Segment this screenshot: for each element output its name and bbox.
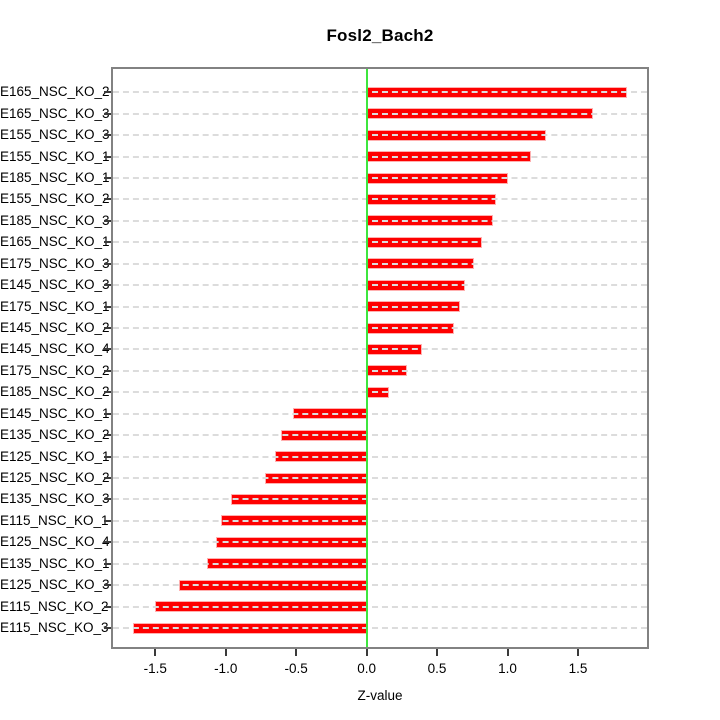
- grid-line: [113, 541, 647, 544]
- y-tick: [104, 134, 111, 137]
- y-axis-label: E155_NSC_KO_1: [0, 148, 110, 164]
- y-tick: [104, 262, 111, 265]
- y-tick: [104, 455, 111, 458]
- x-tick: [365, 649, 368, 656]
- grid-line: [113, 219, 647, 222]
- x-tick-label: 0.0: [357, 661, 376, 676]
- grid-line: [113, 605, 647, 608]
- y-axis-label: E185_NSC_KO_2: [0, 384, 110, 400]
- x-tick-label: -1.5: [143, 661, 167, 676]
- y-axis-label: E155_NSC_KO_2: [0, 191, 110, 207]
- grid-line: [113, 369, 647, 372]
- grid-line: [113, 434, 647, 437]
- y-axis-label: E165_NSC_KO_3: [0, 105, 110, 121]
- y-axis-label: E145_NSC_KO_2: [0, 320, 110, 335]
- y-axis-label: E175_NSC_KO_1: [0, 298, 110, 314]
- y-tick: [104, 519, 111, 522]
- y-axis-label: E115_NSC_KO_2: [0, 598, 109, 614]
- y-axis-label: E125_NSC_KO_2: [0, 470, 110, 485]
- grid-line: [113, 584, 647, 587]
- grid-line: [113, 391, 647, 394]
- y-axis-label: E145_NSC_KO_3: [0, 277, 110, 293]
- y-axis-label: E115_NSC_KO_3: [0, 620, 109, 635]
- grid-line: [113, 562, 647, 565]
- grid-line: [113, 155, 647, 158]
- x-tick: [436, 649, 439, 656]
- plot-box: [111, 67, 649, 649]
- x-tick-label: 0.5: [427, 661, 447, 676]
- x-tick: [224, 649, 227, 656]
- y-tick: [104, 198, 111, 201]
- y-tick: [104, 112, 111, 115]
- grid-line: [113, 348, 647, 351]
- grid-line: [113, 91, 647, 94]
- x-tick-label: -1.0: [214, 661, 238, 676]
- y-tick: [104, 327, 111, 329]
- grid-line: [113, 241, 647, 244]
- x-tick: [506, 649, 509, 656]
- grid-line: [113, 112, 647, 115]
- zero-reference-line: [365, 69, 368, 647]
- y-tick: [104, 391, 111, 394]
- y-tick: [104, 605, 111, 608]
- y-tick: [104, 284, 111, 287]
- y-axis-label: E125_NSC_KO_3: [0, 577, 110, 593]
- y-axis-label: E125_NSC_KO_4: [0, 534, 110, 550]
- grid-line: [113, 284, 647, 287]
- y-tick: [104, 412, 111, 415]
- grid-line: [113, 177, 647, 179]
- x-tick: [154, 649, 157, 656]
- y-axis-label: E175_NSC_KO_3: [0, 255, 110, 271]
- y-axis-label: E145_NSC_KO_4: [0, 341, 110, 357]
- y-tick: [104, 562, 111, 565]
- grid-line: [113, 455, 647, 458]
- x-tick-label: -0.5: [284, 661, 308, 676]
- y-axis-label: E165_NSC_KO_2: [0, 84, 110, 100]
- grid-line: [113, 627, 647, 629]
- x-axis-title: Z-value: [357, 688, 403, 703]
- y-tick: [104, 219, 111, 222]
- grid-line: [113, 519, 647, 522]
- y-tick: [104, 369, 111, 372]
- y-axis-label: E125_NSC_KO_1: [0, 448, 110, 464]
- grid-line: [113, 134, 647, 137]
- y-axis-label: E135_NSC_KO_2: [0, 427, 110, 443]
- y-axis-label: E135_NSC_KO_1: [0, 555, 110, 571]
- y-axis-label: E165_NSC_KO_1: [0, 234, 110, 250]
- grid-line: [113, 262, 647, 265]
- y-axis-label: E115_NSC_KO_1: [0, 512, 109, 528]
- y-axis-label: E145_NSC_KO_1: [0, 405, 110, 421]
- y-axis-label: E185_NSC_KO_3: [0, 212, 110, 228]
- x-tick-label: 1.0: [498, 661, 517, 676]
- grid-line: [113, 305, 647, 308]
- y-tick: [104, 155, 111, 158]
- y-tick: [104, 584, 111, 587]
- y-axis-label: E155_NSC_KO_3: [0, 127, 110, 143]
- x-tick-label: 1.5: [568, 661, 588, 676]
- y-tick: [104, 241, 111, 244]
- y-tick: [104, 477, 111, 479]
- y-tick: [104, 541, 111, 544]
- y-tick: [104, 627, 111, 629]
- y-axis-label: E135_NSC_KO_3: [0, 491, 110, 507]
- y-axis-label: E175_NSC_KO_2: [0, 362, 110, 378]
- y-tick: [104, 348, 111, 351]
- y-tick: [104, 91, 111, 94]
- grid-line: [113, 327, 647, 329]
- y-tick: [104, 177, 111, 179]
- x-tick: [576, 649, 579, 656]
- grid-line: [113, 412, 647, 415]
- y-tick: [104, 434, 111, 437]
- chart-title: Fosl2_Bach2: [326, 26, 434, 45]
- y-axis-label: E185_NSC_KO_1: [0, 170, 110, 185]
- grid-line: [113, 498, 647, 501]
- y-tick: [104, 498, 111, 501]
- y-tick: [104, 305, 111, 308]
- grid-line: [113, 477, 647, 479]
- grid-line: [113, 198, 647, 201]
- x-tick: [295, 649, 298, 656]
